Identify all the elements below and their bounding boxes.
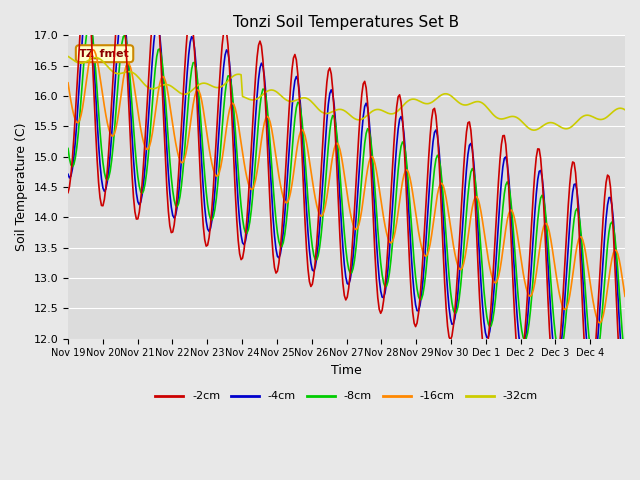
X-axis label: Time: Time [331, 364, 362, 377]
Title: Tonzi Soil Temperatures Set B: Tonzi Soil Temperatures Set B [234, 15, 460, 30]
Legend: -2cm, -4cm, -8cm, -16cm, -32cm: -2cm, -4cm, -8cm, -16cm, -32cm [151, 387, 542, 406]
Y-axis label: Soil Temperature (C): Soil Temperature (C) [15, 123, 28, 251]
Text: TZ_fmet: TZ_fmet [79, 48, 130, 59]
